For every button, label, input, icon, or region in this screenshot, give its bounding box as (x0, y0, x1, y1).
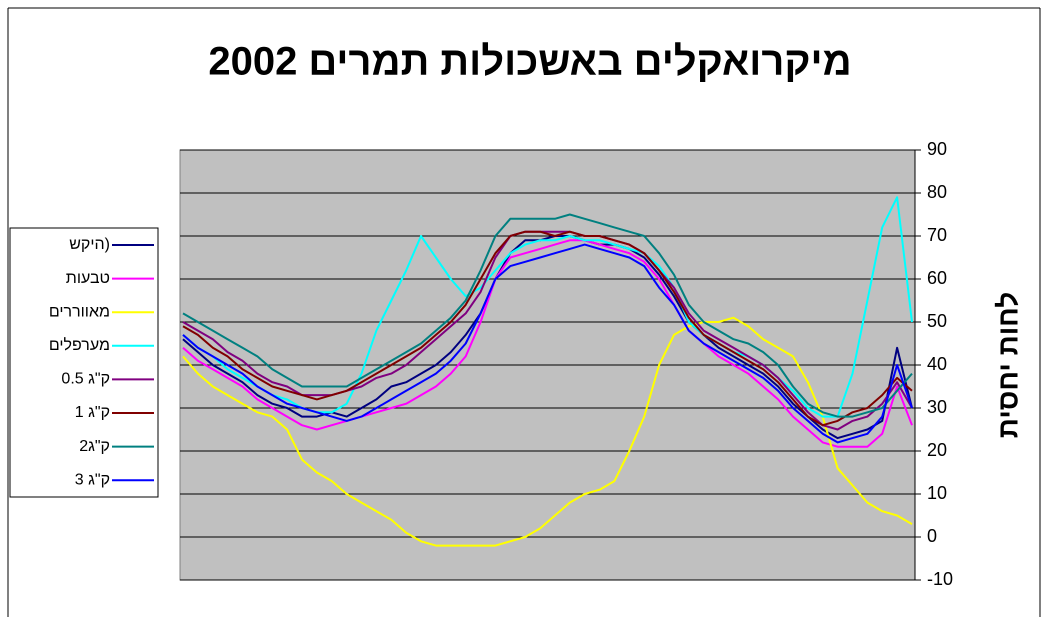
series-line (182, 243, 913, 444)
legend-label: 2ק"ג (79, 438, 110, 455)
y-tick-label: -10 (927, 569, 953, 589)
y-tick-label: 60 (927, 268, 947, 288)
series-line (182, 239, 913, 448)
y-tick-label: 80 (927, 182, 947, 202)
legend-label: מערפלים (49, 336, 110, 354)
series-line (182, 316, 913, 547)
legend-label: ק"ג 0.5 (61, 371, 110, 388)
series-line (182, 235, 913, 440)
y-tick-label: 70 (927, 225, 947, 245)
legend-label: ק"ג 1 (75, 404, 110, 421)
legend-label: טבעות (66, 270, 110, 287)
y-tick-label: 10 (927, 483, 947, 503)
series-line (182, 213, 913, 418)
legend-label: מאווררים (49, 303, 110, 320)
y-tick-label: 50 (927, 311, 947, 331)
y-tick-label: 40 (927, 354, 947, 374)
legend (9, 227, 159, 498)
legend-label: היקש) (69, 236, 110, 253)
chart-title: מיקרואקלים באשכולות תמרים 2002 (208, 40, 851, 84)
y-axis-label: לחות יחסית (992, 292, 1023, 438)
y-tick-label: 0 (927, 526, 937, 546)
series-line (182, 230, 913, 427)
legend-label: ק"ג 3 (75, 471, 110, 488)
y-tick-label: 30 (927, 397, 947, 417)
y-tick-label: 20 (927, 440, 947, 460)
y-tick-label: 90 (927, 139, 947, 159)
